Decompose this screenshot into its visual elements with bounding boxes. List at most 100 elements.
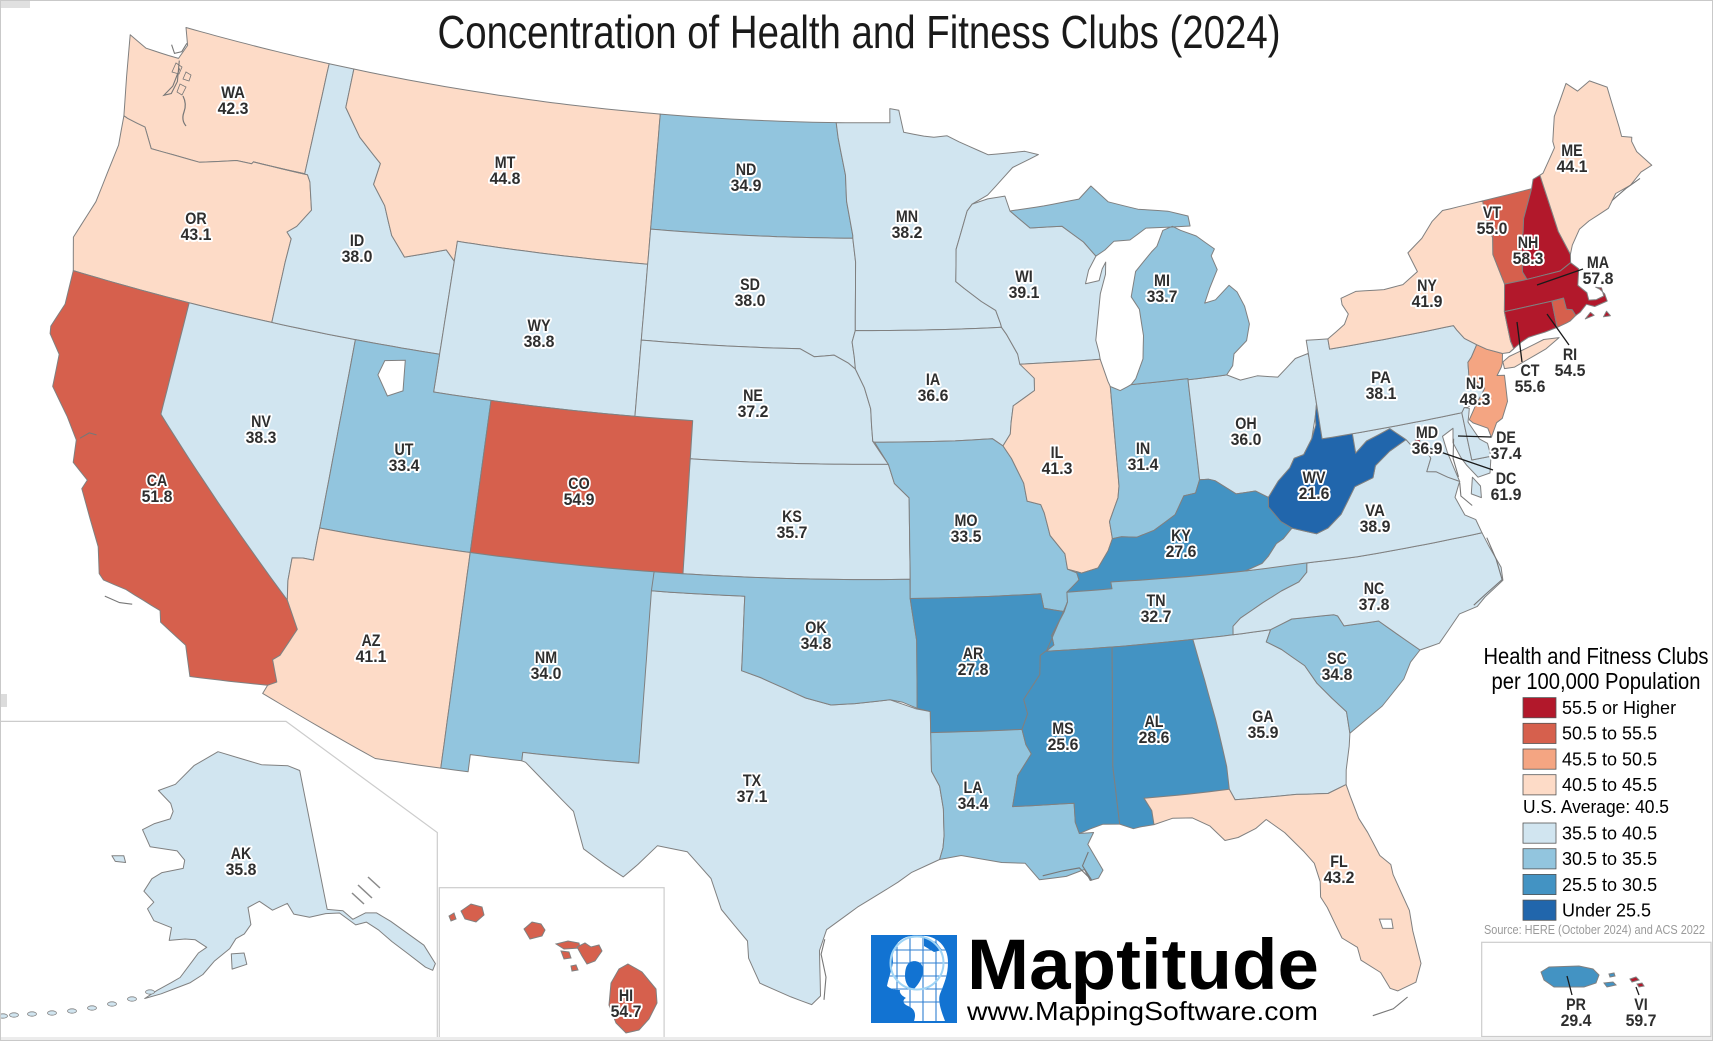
svg-text:WV: WV <box>1303 468 1327 487</box>
svg-text:34.0: 34.0 <box>531 664 562 683</box>
svg-text:Concentration of Health and Fi: Concentration of Health and Fitness Club… <box>438 6 1281 58</box>
svg-text:FL: FL <box>1330 852 1348 871</box>
svg-text:30.5 to 35.5: 30.5 to 35.5 <box>1562 849 1657 869</box>
svg-text:33.7: 33.7 <box>1147 287 1178 306</box>
svg-text:55.6: 55.6 <box>1515 377 1546 396</box>
svg-text:DE: DE <box>1496 428 1516 447</box>
svg-text:55.5 or Higher: 55.5 or Higher <box>1562 698 1676 718</box>
svg-text:Health and Fitness Clubs: Health and Fitness Clubs <box>1484 643 1709 669</box>
svg-text:VT: VT <box>1483 203 1502 222</box>
svg-text:48.3: 48.3 <box>1460 390 1491 409</box>
svg-text:38.8: 38.8 <box>524 332 555 351</box>
svg-text:43.1: 43.1 <box>181 225 212 244</box>
svg-text:VA: VA <box>1365 501 1385 520</box>
svg-text:44.8: 44.8 <box>490 169 521 188</box>
svg-text:38.1: 38.1 <box>1366 384 1397 403</box>
svg-text:34.4: 34.4 <box>958 794 989 813</box>
svg-text:34.8: 34.8 <box>801 634 832 653</box>
svg-text:36.6: 36.6 <box>918 386 949 405</box>
svg-text:GA: GA <box>1252 707 1273 726</box>
svg-text:44.1: 44.1 <box>1557 157 1588 176</box>
svg-text:54.7: 54.7 <box>611 1002 642 1021</box>
svg-text:NY: NY <box>1417 276 1437 295</box>
svg-text:51.8: 51.8 <box>142 487 173 506</box>
svg-text:CT: CT <box>1521 361 1541 380</box>
svg-text:41.3: 41.3 <box>1042 459 1073 478</box>
svg-text:IL: IL <box>1051 443 1064 462</box>
svg-text:OK: OK <box>805 618 827 637</box>
svg-text:AL: AL <box>1145 712 1164 731</box>
svg-text:27.6: 27.6 <box>1166 542 1197 561</box>
svg-text:41.1: 41.1 <box>356 647 387 666</box>
svg-text:MS: MS <box>1052 719 1073 738</box>
svg-text:NV: NV <box>251 412 271 431</box>
svg-text:37.8: 37.8 <box>1359 595 1390 614</box>
svg-text:55.0: 55.0 <box>1477 219 1508 238</box>
svg-text:37.1: 37.1 <box>737 787 768 806</box>
svg-text:38.9: 38.9 <box>1360 517 1391 536</box>
svg-text:IN: IN <box>1136 439 1150 458</box>
svg-text:38.0: 38.0 <box>342 247 373 266</box>
svg-text:58.3: 58.3 <box>1513 249 1544 268</box>
svg-text:AZ: AZ <box>362 631 381 650</box>
svg-text:33.5: 33.5 <box>951 527 982 546</box>
svg-text:36.9: 36.9 <box>1412 439 1443 458</box>
svg-text:40.5 to 45.5: 40.5 to 45.5 <box>1562 775 1657 795</box>
svg-text:33.4: 33.4 <box>389 456 420 475</box>
svg-text:39.1: 39.1 <box>1009 283 1040 302</box>
svg-text:42.3: 42.3 <box>218 99 249 118</box>
svg-text:IA: IA <box>926 370 940 389</box>
svg-text:MN: MN <box>896 207 918 226</box>
svg-text:54.5: 54.5 <box>1555 361 1586 380</box>
svg-text:35.8: 35.8 <box>226 860 257 879</box>
svg-text:RI: RI <box>1563 345 1577 364</box>
svg-text:DC: DC <box>1496 469 1517 488</box>
svg-text:PA: PA <box>1371 368 1391 387</box>
svg-text:31.4: 31.4 <box>1128 455 1159 474</box>
svg-text:TX: TX <box>743 771 762 790</box>
svg-text:37.2: 37.2 <box>738 402 769 421</box>
svg-text:38.3: 38.3 <box>246 428 277 447</box>
svg-text:HI: HI <box>619 986 633 1005</box>
svg-text:WI: WI <box>1015 267 1033 286</box>
svg-text:59.7: 59.7 <box>1626 1011 1657 1030</box>
svg-text:UT: UT <box>395 440 415 459</box>
svg-text:27.8: 27.8 <box>958 660 989 679</box>
svg-text:AK: AK <box>231 844 252 863</box>
svg-text:41.9: 41.9 <box>1412 292 1443 311</box>
svg-text:NJ: NJ <box>1466 374 1484 393</box>
svg-text:Source: HERE (October 2024) an: Source: HERE (October 2024) and ACS 2022 <box>1484 922 1705 937</box>
svg-text:KS: KS <box>782 507 802 526</box>
svg-text:50.5 to 55.5: 50.5 to 55.5 <box>1562 724 1657 744</box>
svg-text:MO: MO <box>955 511 978 530</box>
svg-text:AR: AR <box>963 644 984 663</box>
svg-text:Under 25.5: Under 25.5 <box>1562 901 1651 921</box>
svg-text:45.5 to 50.5: 45.5 to 50.5 <box>1562 749 1657 769</box>
svg-text:38.2: 38.2 <box>892 223 923 242</box>
svg-text:35.7: 35.7 <box>777 523 808 542</box>
svg-text:ID: ID <box>350 231 364 250</box>
svg-text:34.8: 34.8 <box>1322 665 1353 684</box>
svg-text:ND: ND <box>736 160 757 179</box>
svg-text:SD: SD <box>740 275 760 294</box>
svg-text:LA: LA <box>964 778 983 797</box>
svg-text:29.4: 29.4 <box>1561 1011 1592 1030</box>
svg-text:NC: NC <box>1364 579 1385 598</box>
svg-text:25.6: 25.6 <box>1048 735 1079 754</box>
svg-text:SC: SC <box>1327 649 1347 668</box>
svg-text:54.9: 54.9 <box>564 490 595 509</box>
svg-text:OR: OR <box>185 209 206 228</box>
svg-text:KY: KY <box>1171 526 1191 545</box>
svg-text:NH: NH <box>1518 233 1539 252</box>
svg-text:35.9: 35.9 <box>1248 723 1279 742</box>
svg-text:36.0: 36.0 <box>1231 430 1262 449</box>
svg-text:32.7: 32.7 <box>1141 607 1172 626</box>
svg-text:WA: WA <box>221 83 245 102</box>
svg-text:MT: MT <box>495 153 516 172</box>
svg-text:PR: PR <box>1566 995 1586 1014</box>
svg-text:MD: MD <box>1416 423 1438 442</box>
svg-text:MA: MA <box>1587 253 1609 272</box>
svg-text:OH: OH <box>1235 414 1256 433</box>
svg-text:28.6: 28.6 <box>1139 728 1170 747</box>
svg-text:21.6: 21.6 <box>1299 484 1330 503</box>
